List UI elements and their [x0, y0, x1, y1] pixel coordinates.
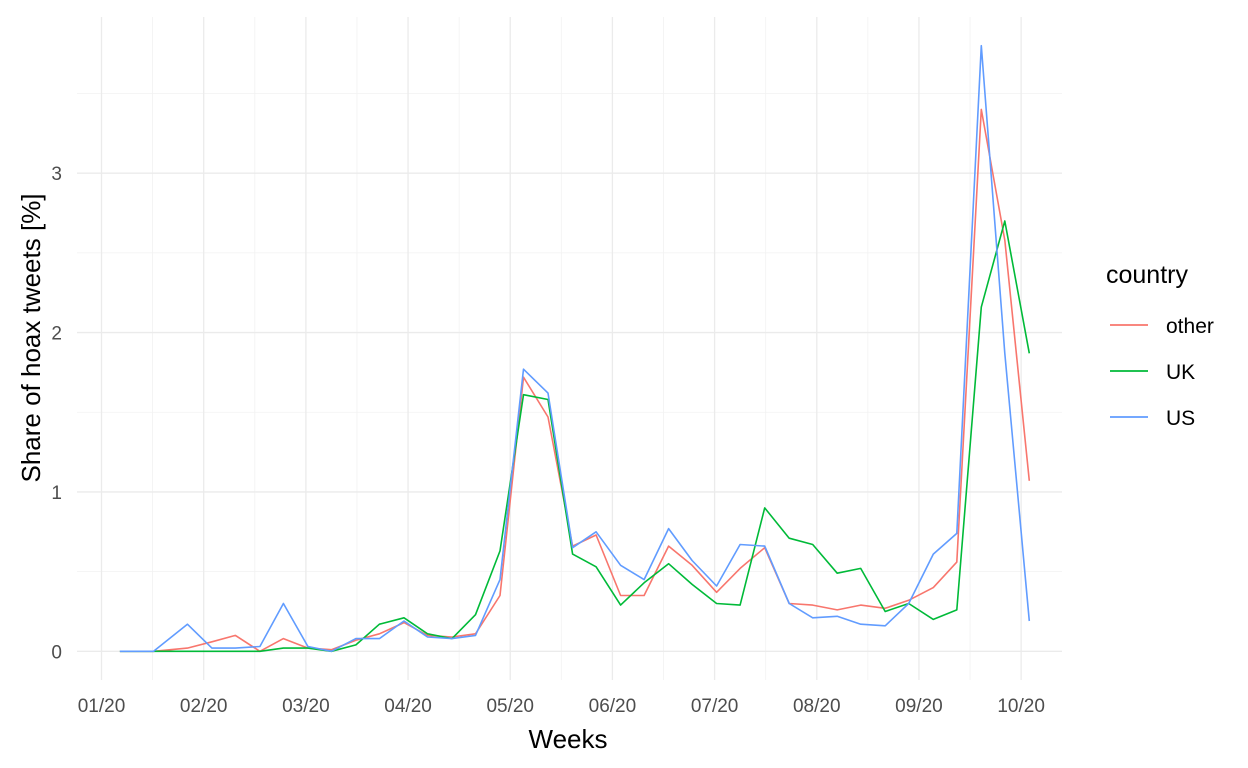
y-tick-label: 2	[51, 324, 62, 345]
y-tick-label: 3	[51, 164, 62, 185]
major-gridlines	[77, 17, 1062, 680]
x-tick-label: 02/20	[180, 696, 228, 717]
x-tick-label: 06/20	[589, 696, 637, 717]
legend: country other UK US	[1106, 261, 1214, 430]
x-axis-title: Weeks	[529, 724, 608, 754]
x-tick-label: 09/20	[895, 696, 943, 717]
series-line-uk	[119, 220, 1031, 653]
minor-gridlines	[77, 17, 1062, 680]
x-tick-label: 01/20	[78, 696, 126, 717]
x-tick-label: 03/20	[282, 696, 330, 717]
legend-title: country	[1106, 261, 1188, 289]
legend-label-us: US	[1166, 407, 1195, 430]
x-tick-label: 08/20	[793, 696, 841, 717]
legend-label-other: other	[1166, 315, 1214, 338]
series-line-us	[119, 44, 1031, 653]
y-tick-label: 1	[51, 483, 62, 504]
x-tick-label: 10/20	[997, 696, 1045, 717]
y-axis-tick-labels: 0 1 2 3	[51, 164, 62, 663]
series-line-other	[119, 108, 1031, 653]
x-tick-label: 05/20	[486, 696, 534, 717]
legend-items: other UK US	[1110, 315, 1214, 430]
x-tick-label: 07/20	[691, 696, 739, 717]
x-tick-label: 04/20	[384, 696, 432, 717]
x-axis-tick-labels: 01/20 02/20 03/20 04/20 05/20 06/20 07/20 08/20…	[78, 696, 1045, 717]
series-lines	[119, 44, 1031, 653]
y-tick-label: 0	[51, 642, 62, 663]
y-axis-title: Share of hoax tweets [%]	[16, 193, 46, 482]
legend-label-uk: UK	[1166, 361, 1195, 384]
